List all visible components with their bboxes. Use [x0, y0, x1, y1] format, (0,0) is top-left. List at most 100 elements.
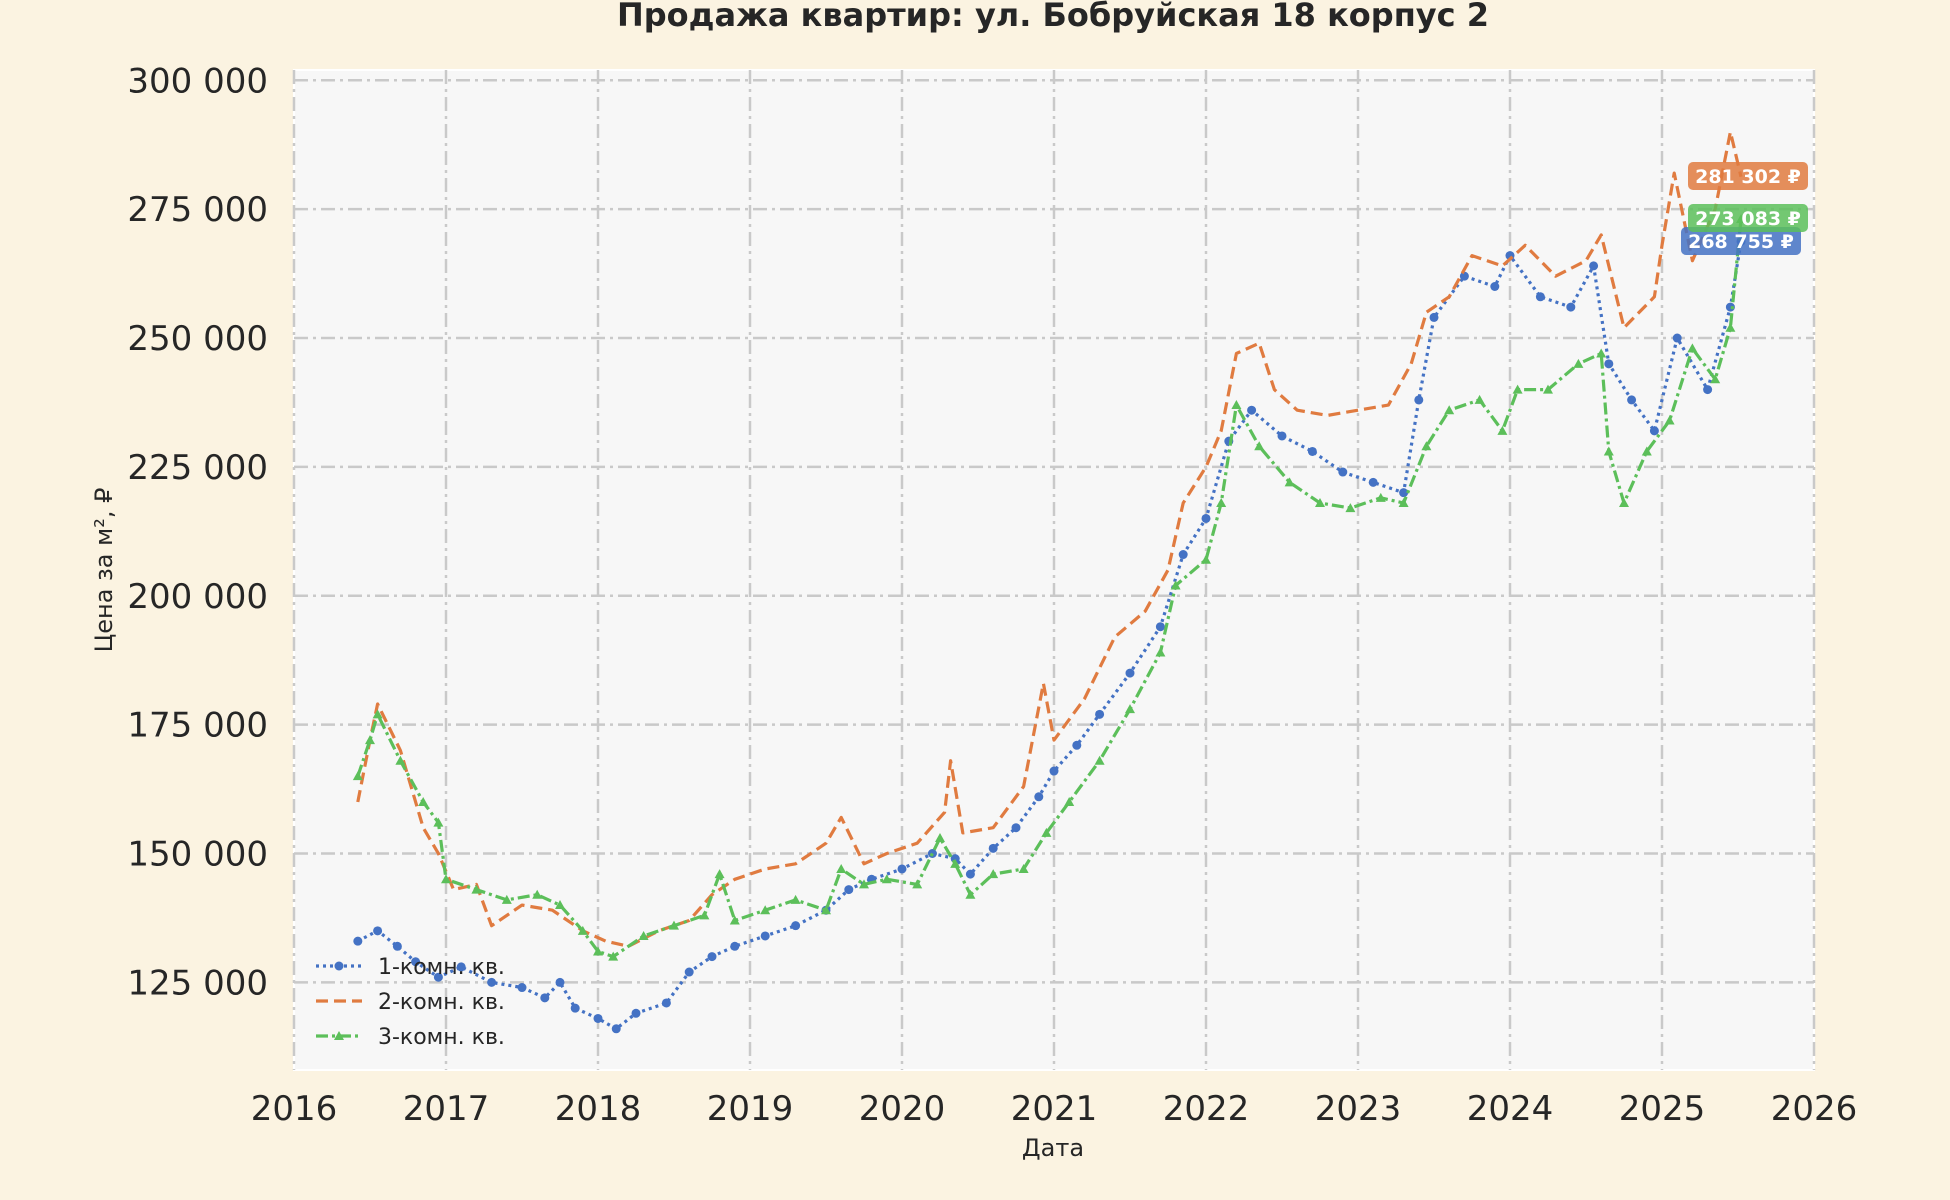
badge-label: 268 755 ₽	[1688, 231, 1794, 253]
data-point	[1596, 348, 1607, 358]
y-tick-label: 225 000	[127, 448, 268, 488]
legend-item: 1-комн. кв.	[316, 955, 505, 980]
y-tick-label: 300 000	[127, 61, 268, 101]
data-point	[441, 874, 451, 884]
data-point	[555, 977, 565, 987]
data-point	[730, 941, 740, 951]
x-tick-label: 2026	[1771, 1089, 1858, 1129]
data-point	[844, 885, 854, 895]
data-point	[1603, 446, 1614, 456]
last-value-badge: 273 083 ₽	[1688, 204, 1808, 232]
data-point	[418, 796, 429, 806]
series-line	[356, 218, 1743, 959]
data-point	[1254, 441, 1265, 451]
data-point	[1703, 385, 1713, 395]
data-point	[1011, 823, 1021, 833]
data-point	[1429, 312, 1439, 322]
y-tick-label: 150 000	[127, 835, 268, 875]
data-point	[433, 972, 443, 982]
data-point	[411, 957, 421, 967]
data-point	[593, 946, 603, 956]
data-point	[1170, 580, 1181, 590]
data-point	[760, 931, 770, 941]
data-point	[1284, 477, 1295, 487]
data-point	[395, 755, 406, 765]
y-tick-label: 125 000	[127, 963, 268, 1003]
x-tick-label: 2016	[251, 1089, 338, 1129]
data-point	[1664, 415, 1675, 425]
data-point	[532, 889, 543, 899]
data-point	[1178, 550, 1188, 560]
data-point	[555, 900, 565, 910]
y-tick-label: 200 000	[127, 577, 268, 617]
data-point	[1375, 492, 1386, 502]
data-point	[540, 993, 550, 1003]
data-point	[373, 926, 383, 936]
data-point	[1216, 497, 1227, 507]
data-point	[1641, 446, 1652, 456]
data-point	[684, 967, 694, 977]
data-point	[1535, 292, 1545, 302]
data-point	[988, 869, 999, 879]
data-point	[661, 998, 671, 1008]
last-value-badge: 268 755 ₽	[1681, 227, 1801, 255]
data-point	[1604, 359, 1614, 369]
x-tick-label: 2018	[555, 1089, 642, 1129]
data-point	[714, 869, 725, 879]
data-point	[1094, 755, 1105, 765]
data-point	[1399, 488, 1409, 498]
data-point	[1041, 827, 1052, 837]
data-point	[859, 879, 869, 889]
data-point	[577, 925, 588, 935]
x-tick-label: 2017	[403, 1089, 490, 1129]
data-point	[790, 894, 801, 904]
x-axis-ticks: 2016 2017 2018 2019 2020 2021 2022 2023 2024 2025…	[251, 1089, 1858, 1129]
last-value-badges: 268 755 ₽ 281 302 ₽ 273 083 ₽	[1681, 162, 1808, 255]
y-tick-label: 250 000	[127, 319, 268, 359]
legend-marker	[334, 1031, 344, 1040]
data-point	[699, 910, 710, 920]
data-point	[352, 771, 363, 781]
data-point	[988, 843, 998, 853]
data-point	[1125, 668, 1135, 678]
y-axis-ticks: 125 000 150 000 175 000 200 000 225 000 250 0…	[127, 61, 268, 1003]
data-point	[1095, 709, 1105, 719]
data-point	[1687, 343, 1698, 353]
data-point	[1672, 333, 1682, 343]
data-point	[392, 941, 402, 951]
legend-item: 3-комн. кв.	[316, 1025, 505, 1050]
grid	[292, 70, 1816, 1070]
data-point	[1049, 766, 1059, 776]
data-point	[1231, 400, 1242, 410]
data-point	[1307, 446, 1317, 456]
badge-background	[1681, 227, 1801, 255]
series-3	[352, 214, 1747, 961]
badge-background	[1688, 162, 1808, 190]
data-point	[1459, 271, 1469, 281]
data-point	[729, 915, 740, 925]
data-point	[1072, 740, 1082, 750]
data-point	[372, 709, 383, 719]
data-point	[1155, 622, 1165, 632]
data-point	[1725, 302, 1735, 312]
x-tick-label: 2025	[1619, 1089, 1706, 1129]
series-layer	[352, 130, 1747, 1034]
data-point	[456, 962, 466, 972]
data-point	[1064, 796, 1075, 806]
data-point	[593, 1013, 603, 1023]
data-point	[1619, 497, 1629, 507]
data-point	[1566, 302, 1576, 312]
data-point	[631, 1008, 641, 1018]
data-point	[1201, 554, 1211, 564]
data-point	[707, 952, 717, 962]
data-point	[881, 874, 892, 884]
data-point	[611, 1024, 621, 1034]
data-point	[1589, 261, 1599, 271]
data-point	[433, 817, 444, 827]
data-point	[1155, 647, 1166, 657]
legend-label: 1-комн. кв.	[378, 955, 505, 980]
data-point	[1414, 395, 1424, 405]
data-point	[760, 905, 771, 915]
data-point	[821, 905, 831, 915]
